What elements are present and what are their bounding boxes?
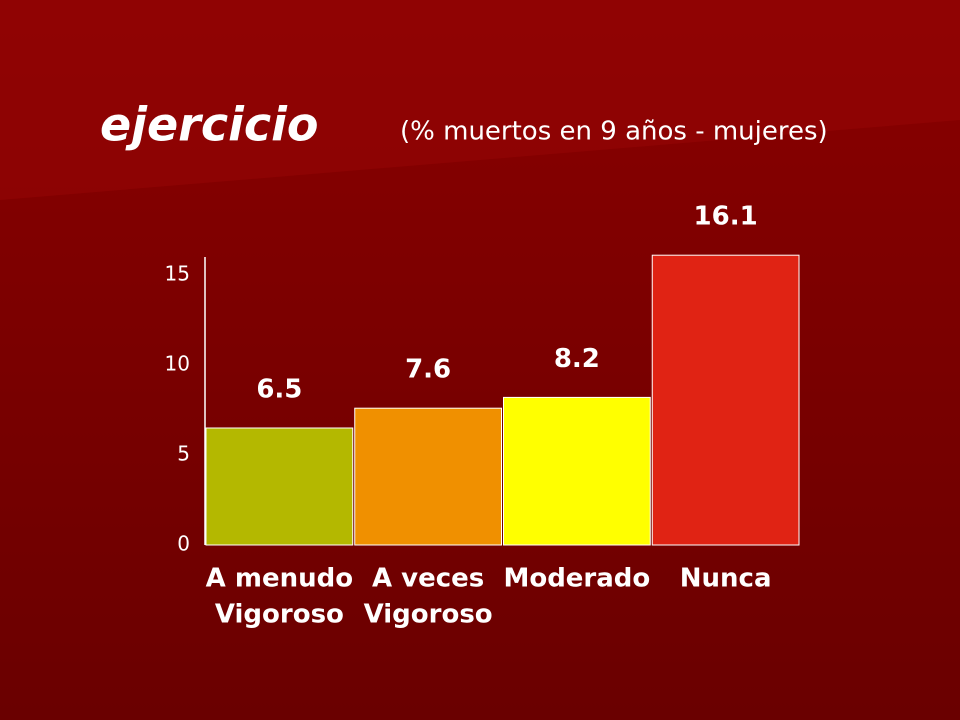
bar bbox=[651, 254, 800, 546]
x-tick-label: Nunca bbox=[680, 564, 772, 594]
bar bbox=[205, 427, 354, 546]
x-tick-label: Vigoroso bbox=[364, 600, 493, 630]
x-tick-label: A menudo bbox=[206, 564, 353, 594]
chart-title: ejercicio bbox=[100, 98, 319, 152]
bar bbox=[354, 407, 502, 546]
value-label: 8.2 bbox=[554, 344, 600, 374]
y-tick-label: 15 bbox=[165, 262, 190, 286]
y-tick-label: 10 bbox=[165, 352, 190, 376]
value-label: 6.5 bbox=[256, 375, 302, 405]
value-label: 16.1 bbox=[694, 202, 758, 232]
x-tick-label: Vigoroso bbox=[215, 600, 344, 630]
bar bbox=[503, 396, 651, 546]
value-label: 7.6 bbox=[405, 355, 451, 385]
chart-subtitle: (% muertos en 9 años - mujeres) bbox=[400, 117, 828, 147]
background-band bbox=[0, 0, 960, 200]
x-tick-label: Moderado bbox=[503, 564, 650, 594]
y-tick-label: 0 bbox=[177, 532, 190, 556]
x-tick-label: A veces bbox=[372, 564, 484, 594]
y-tick-label: 5 bbox=[177, 442, 190, 466]
